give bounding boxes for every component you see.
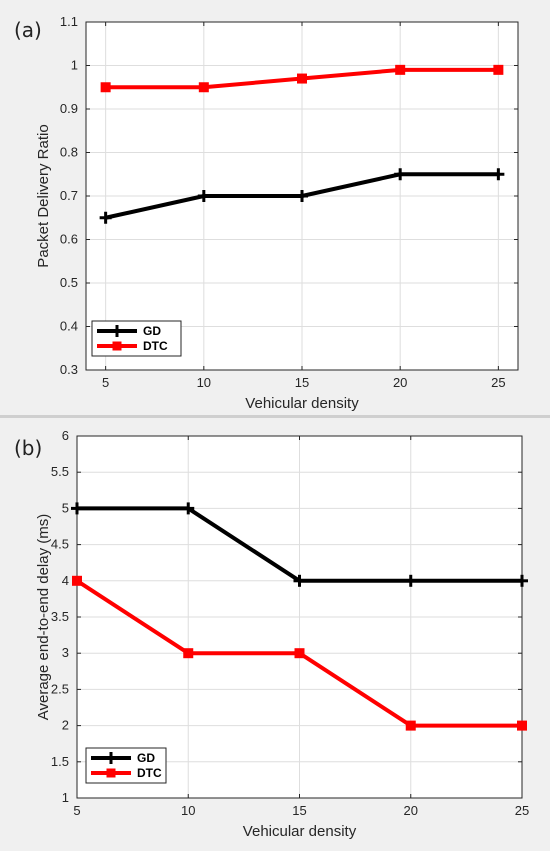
data-point-gd bbox=[197, 190, 210, 202]
y-tick-label: 4 bbox=[62, 573, 69, 588]
data-point-dtc bbox=[395, 64, 406, 75]
y-tick-label: 2 bbox=[62, 718, 69, 733]
x-tick-label: 10 bbox=[197, 375, 211, 390]
y-tick-label: 1.5 bbox=[51, 754, 69, 769]
y-tick-label: 5 bbox=[62, 500, 69, 515]
data-point-gd bbox=[394, 168, 407, 181]
legend-label-dtc: DTC bbox=[143, 339, 168, 353]
y-tick-label: 3 bbox=[62, 645, 69, 660]
y-tick-label: 0.7 bbox=[60, 188, 78, 203]
data-point-gd bbox=[404, 574, 417, 587]
x-tick-label: 20 bbox=[393, 375, 407, 390]
data-point-gd bbox=[99, 211, 112, 224]
y-tick-label: 0.5 bbox=[60, 275, 78, 290]
data-point-dtc bbox=[183, 648, 194, 659]
data-point-gd bbox=[296, 190, 308, 202]
legend-box bbox=[85, 747, 167, 784]
panel-label-a: (a) bbox=[14, 18, 42, 42]
x-tick-label: 5 bbox=[102, 375, 109, 390]
y-tick-label: 0.8 bbox=[60, 145, 78, 160]
data-point-gd bbox=[293, 574, 306, 587]
x-axis-title: Vehicular density bbox=[243, 823, 357, 840]
y-tick-label: 1 bbox=[71, 58, 78, 73]
x-tick-label: 10 bbox=[181, 803, 195, 818]
data-point-dtc bbox=[100, 82, 111, 93]
legend-label-gd: GD bbox=[137, 751, 155, 765]
data-point-dtc bbox=[72, 575, 82, 586]
chart-b-svg: 5 10 15 20 25 1 1.5 2 2.5 3 3.5 4 4.5 5 5.5 6 Vehicular … bbox=[35, 428, 529, 840]
data-point-gd bbox=[71, 502, 83, 515]
legend-marker-square bbox=[106, 768, 116, 778]
legend-box bbox=[91, 320, 182, 357]
y-axis-title: Average end-to-end delay (ms) bbox=[35, 514, 52, 721]
legend-label-gd: GD bbox=[143, 324, 161, 338]
y-tick-label: 0.9 bbox=[60, 101, 78, 116]
x-tick-label: 25 bbox=[491, 375, 505, 390]
x-tick-label: 25 bbox=[515, 803, 529, 818]
y-tick-label: 4.5 bbox=[51, 537, 69, 552]
y-tick-label: 1 bbox=[62, 790, 69, 805]
data-point-dtc bbox=[405, 720, 416, 731]
chart-a-svg: 5 10 15 20 25 0.3 0.4 0.5 0.6 0.7 0.8 0.9 1 1.1 Vehicu… bbox=[35, 14, 519, 412]
y-axis-title: Packet Delivery Ratio bbox=[35, 124, 52, 267]
y-tick-label: 5.5 bbox=[51, 464, 69, 479]
chart-panel-a: (a) 5 10 15 20 25 0.3 0.4 0.5 0.6 0.7 0.8 0.9 1 1.1 Ve… bbox=[0, 0, 550, 415]
x-tick-label: 15 bbox=[295, 375, 309, 390]
x-axis-title: Vehicular density bbox=[245, 395, 359, 412]
x-tick-label: 20 bbox=[404, 803, 418, 818]
y-tick-label: 0.4 bbox=[60, 319, 78, 334]
data-point-dtc bbox=[493, 64, 504, 75]
data-point-dtc bbox=[198, 82, 209, 93]
panel-label-b: (b) bbox=[14, 436, 43, 460]
y-tick-label: 6 bbox=[62, 428, 69, 443]
data-point-gd bbox=[492, 168, 505, 181]
legend-marker-square bbox=[112, 341, 122, 351]
y-tick-label: 2.5 bbox=[51, 681, 69, 696]
data-point-dtc bbox=[517, 720, 527, 731]
x-tick-label: 15 bbox=[292, 803, 306, 818]
data-point-dtc bbox=[294, 648, 305, 659]
data-point-dtc bbox=[297, 73, 307, 84]
data-point-gd bbox=[516, 574, 528, 587]
data-point-gd bbox=[182, 502, 195, 515]
y-tick-label: 3.5 bbox=[51, 609, 69, 624]
y-tick-label: 1.1 bbox=[60, 14, 78, 29]
y-tick-label: 0.6 bbox=[60, 232, 78, 247]
chart-panel-b: (b) 5 10 15 20 25 1 1.5 2 2.5 3 3.5 4 4.5 5 5.5 6 Vehicu… bbox=[0, 418, 550, 851]
panel-divider bbox=[0, 415, 550, 418]
y-tick-label: 0.3 bbox=[60, 362, 78, 377]
legend-label-dtc: DTC bbox=[137, 766, 162, 780]
x-tick-label: 5 bbox=[73, 803, 80, 818]
